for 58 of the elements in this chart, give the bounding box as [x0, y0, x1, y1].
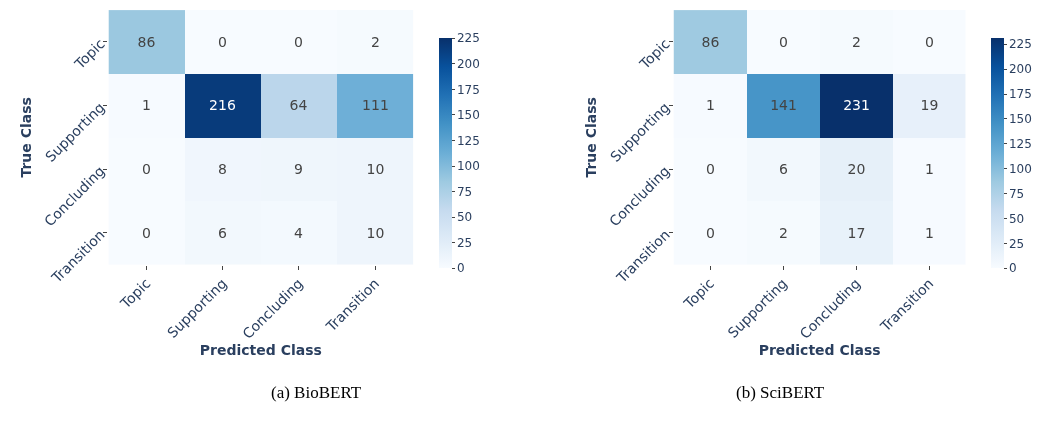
data-label: 6 [779, 161, 789, 177]
data-label: 0 [142, 225, 151, 241]
data-label: 9 [294, 161, 303, 177]
data-label: 10 [366, 161, 385, 177]
data-label: 0 [706, 161, 715, 177]
data-label: 0 [142, 161, 151, 177]
color-bar-label: 125 [456, 133, 480, 148]
color-bar-label: 225 [456, 31, 480, 46]
y-axis-title: True Class [17, 97, 34, 178]
color-bar-label: 50 [1008, 211, 1025, 226]
data-label: 1 [925, 161, 934, 177]
data-label: 0 [294, 34, 303, 50]
data-label: 17 [847, 225, 866, 241]
color-bar-label: 25 [1008, 236, 1025, 251]
color-bar-label: 0 [456, 261, 465, 276]
color-bar-label: 25 [456, 235, 473, 250]
color-bar-label: 150 [1008, 112, 1032, 127]
color-bar-label: 150 [456, 108, 480, 123]
data-label: 2 [779, 225, 788, 241]
color-bar-label: 0 [1008, 261, 1017, 276]
data-label: 8 [218, 161, 227, 177]
data-label: 64 [289, 97, 308, 113]
color-bar-label: 175 [456, 82, 480, 97]
data-label: 2 [852, 34, 861, 50]
x-axis-title: Predicted Class [199, 342, 322, 359]
color-bar-label: 125 [1008, 137, 1032, 152]
color-bar-label: 50 [456, 210, 473, 225]
data-label: 0 [218, 34, 227, 50]
x-axis-title: Predicted Class [758, 342, 881, 359]
data-label: 86 [137, 34, 156, 50]
data-label: 1 [925, 225, 934, 241]
y-axis-title: True Class [582, 97, 599, 178]
data-label: 4 [294, 225, 303, 241]
data-label: 0 [706, 225, 715, 241]
data-label: 216 [209, 97, 236, 113]
data-label: 141 [770, 97, 797, 113]
data-label: 0 [925, 34, 934, 50]
text: (b) SciBERT [736, 383, 825, 402]
data-label: 0 [779, 34, 788, 50]
data-label: 231 [843, 97, 870, 113]
color-bar-label: 175 [1008, 87, 1032, 102]
data-label: 20 [847, 161, 866, 177]
color-bar-label: 225 [1008, 37, 1032, 52]
data-label: 6 [218, 225, 227, 241]
data-label: 111 [362, 97, 389, 113]
color-bar-label: 100 [456, 159, 480, 174]
color-bar-label: 75 [1008, 186, 1025, 201]
data-label: 1 [142, 97, 151, 113]
data-label: 1 [706, 97, 715, 113]
color-bar-label: 200 [456, 57, 480, 72]
data-label: 2 [371, 34, 380, 50]
color-bar-label: 200 [1008, 62, 1032, 77]
data-label: 10 [366, 225, 385, 241]
color-bar-label: 100 [1008, 161, 1032, 176]
data-label: 19 [920, 97, 939, 113]
data-label: 86 [701, 34, 720, 50]
text: (a) BioBERT [271, 383, 362, 402]
color-bar-label: 75 [456, 184, 473, 199]
